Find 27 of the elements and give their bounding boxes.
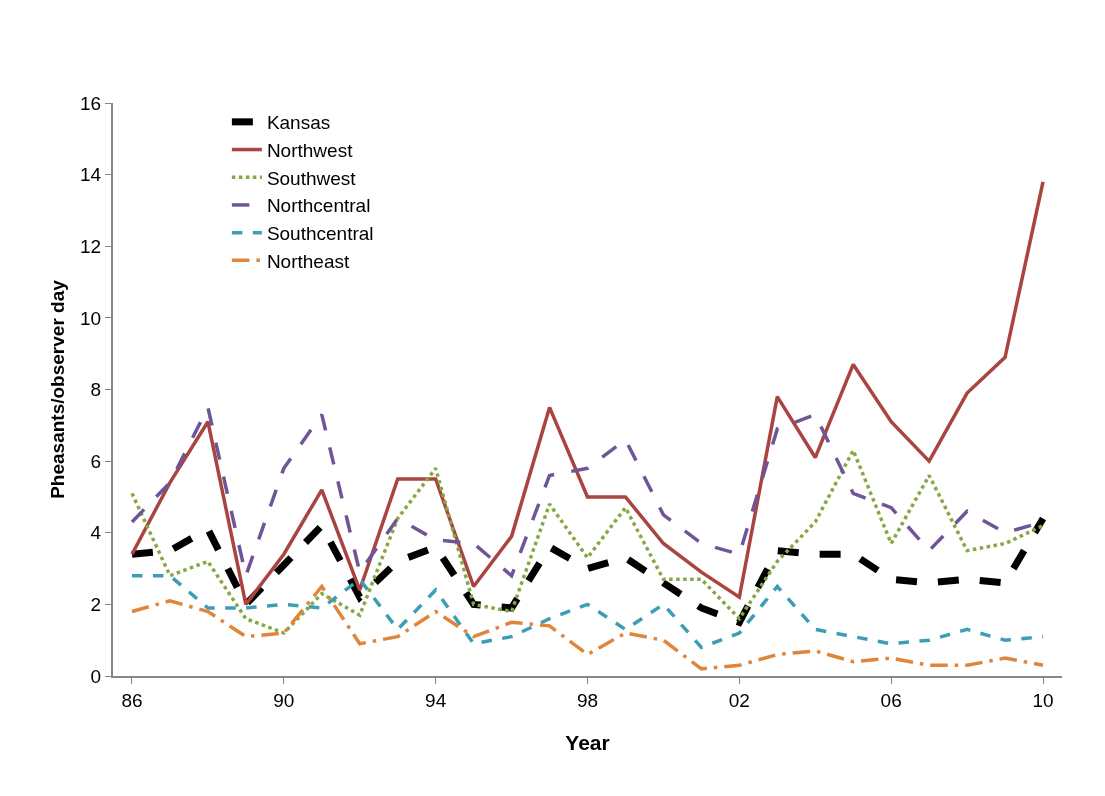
y-tick-label: 0 (90, 665, 102, 687)
x-tick-label: 10 (1032, 689, 1054, 711)
y-tick-label: 16 (80, 92, 102, 114)
y-tick-label: 12 (80, 235, 102, 257)
y-tick-label: 14 (80, 164, 102, 186)
y-tick-label: 8 (90, 379, 102, 401)
legend-label: Southcentral (266, 223, 374, 245)
legend-label: Kansas (266, 112, 331, 134)
line-series (130, 584, 1045, 671)
x-tick-label: 98 (576, 689, 599, 711)
y-tick-label: 6 (90, 450, 102, 472)
x-tick-label: 06 (880, 689, 902, 711)
y-axis-title: Pheasants/observer day (47, 279, 68, 499)
x-tick-label: 02 (728, 689, 750, 711)
x-tick-label: 94 (425, 689, 447, 711)
x-tick-label: 90 (273, 689, 295, 711)
legend-label: Southwest (266, 167, 357, 189)
legend-label: Northcentral (266, 195, 371, 217)
y-tick-label: 2 (90, 594, 102, 616)
x-tick-label: 86 (121, 689, 143, 711)
y-tick-label: 4 (90, 522, 102, 544)
line-series (130, 573, 1045, 650)
legend-label: Northwest (266, 139, 354, 161)
x-axis-title: Year (565, 731, 610, 754)
legend-label: Northeast (266, 250, 350, 272)
line-series (130, 448, 1045, 635)
y-tick-label: 10 (80, 307, 102, 329)
